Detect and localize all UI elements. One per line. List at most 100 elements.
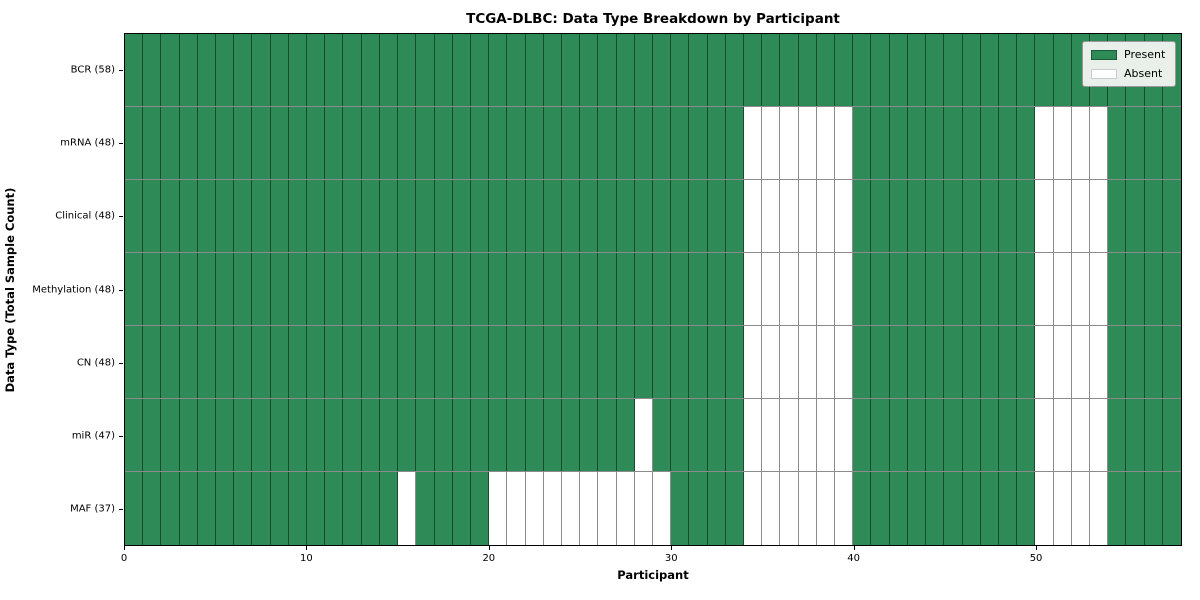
heatmap-cell bbox=[762, 472, 781, 545]
heatmap-row-methylation bbox=[125, 253, 1181, 326]
heatmap-cell bbox=[343, 34, 362, 106]
heatmap-cell bbox=[288, 107, 308, 179]
heatmap-cell bbox=[1126, 399, 1145, 471]
x-tick-label: 30 bbox=[664, 553, 678, 564]
heatmap-cell bbox=[871, 326, 890, 398]
heatmap-cell bbox=[580, 326, 599, 398]
heatmap-cell bbox=[216, 326, 235, 398]
heatmap-row-cn bbox=[125, 326, 1181, 399]
legend-entry-absent: Absent bbox=[1091, 67, 1167, 80]
heatmap-cell bbox=[252, 107, 271, 179]
heatmap-cell bbox=[161, 107, 180, 179]
heatmap-cell bbox=[525, 399, 544, 471]
heatmap-cell bbox=[853, 472, 872, 545]
heatmap-cell bbox=[780, 180, 799, 252]
heatmap-cell bbox=[252, 326, 271, 398]
heatmap-cell bbox=[907, 107, 927, 179]
heatmap-cell bbox=[161, 472, 180, 545]
heatmap-cell bbox=[1071, 180, 1090, 252]
heatmap-cell bbox=[252, 34, 271, 106]
heatmap-cell bbox=[543, 399, 562, 471]
heatmap-cell bbox=[270, 399, 289, 471]
heatmap-cell bbox=[561, 399, 581, 471]
heatmap-row-maf bbox=[125, 472, 1181, 545]
heatmap-cell bbox=[871, 399, 890, 471]
heatmap-cell bbox=[907, 326, 927, 398]
heatmap-cell bbox=[452, 253, 471, 325]
heatmap-cell bbox=[252, 180, 271, 252]
heatmap-cell bbox=[853, 180, 872, 252]
heatmap-cell bbox=[470, 34, 490, 106]
heatmap-cell bbox=[889, 107, 908, 179]
heatmap-cell bbox=[489, 34, 508, 106]
heatmap-cell bbox=[288, 253, 308, 325]
heatmap-cell bbox=[980, 34, 999, 106]
heatmap-cell bbox=[1089, 326, 1109, 398]
heatmap-cell bbox=[470, 472, 490, 545]
heatmap-cell bbox=[561, 180, 581, 252]
heatmap-cell bbox=[853, 253, 872, 325]
y-tick-mark bbox=[119, 290, 123, 291]
heatmap-cell bbox=[598, 180, 617, 252]
heatmap-cell bbox=[470, 253, 490, 325]
heatmap-cell bbox=[325, 253, 344, 325]
heatmap-cell bbox=[889, 34, 908, 106]
heatmap-cell bbox=[962, 253, 981, 325]
heatmap-cell bbox=[798, 34, 817, 106]
heatmap-cell bbox=[543, 180, 562, 252]
heatmap-cell bbox=[1017, 472, 1036, 545]
heatmap-cell bbox=[216, 34, 235, 106]
heatmap-cell bbox=[962, 34, 981, 106]
heatmap-cell bbox=[161, 326, 180, 398]
heatmap-cell bbox=[452, 399, 471, 471]
heatmap-cell bbox=[434, 399, 453, 471]
heatmap-cell bbox=[270, 253, 289, 325]
heatmap-cell bbox=[598, 107, 617, 179]
heatmap-cell bbox=[379, 399, 399, 471]
heatmap-row-clinical bbox=[125, 180, 1181, 253]
heatmap-cell bbox=[379, 472, 399, 545]
heatmap-cell bbox=[398, 326, 417, 398]
heatmap-cell bbox=[452, 326, 471, 398]
heatmap-cell bbox=[998, 326, 1018, 398]
heatmap-cell bbox=[1144, 326, 1163, 398]
heatmap-cell bbox=[1162, 107, 1181, 179]
heatmap-cell bbox=[543, 107, 562, 179]
legend-present-label: Present bbox=[1124, 48, 1166, 61]
heatmap-cell bbox=[798, 107, 817, 179]
heatmap-cell bbox=[689, 34, 708, 106]
heatmap-cell bbox=[871, 34, 890, 106]
heatmap-cell bbox=[744, 399, 763, 471]
heatmap-cell bbox=[525, 180, 544, 252]
heatmap-cell bbox=[379, 34, 399, 106]
heatmap-cell bbox=[762, 34, 781, 106]
heatmap-cell bbox=[1071, 472, 1090, 545]
heatmap-cell bbox=[416, 326, 435, 398]
heatmap-cell bbox=[707, 253, 726, 325]
heatmap-cell bbox=[835, 34, 854, 106]
heatmap-cell bbox=[944, 326, 963, 398]
heatmap-cell bbox=[907, 399, 927, 471]
heatmap-cell bbox=[143, 326, 162, 398]
heatmap-cell bbox=[307, 472, 326, 545]
heatmap-cell bbox=[671, 399, 690, 471]
heatmap-cell bbox=[1071, 399, 1090, 471]
heatmap-cell bbox=[343, 253, 362, 325]
heatmap-cell bbox=[234, 326, 253, 398]
heatmap-cell bbox=[197, 107, 217, 179]
absent-swatch-icon bbox=[1091, 68, 1117, 79]
heatmap-cell bbox=[998, 253, 1018, 325]
y-tick-mark bbox=[119, 363, 123, 364]
heatmap-cell bbox=[452, 34, 471, 106]
heatmap-cell bbox=[288, 399, 308, 471]
heatmap-cell bbox=[288, 180, 308, 252]
x-tick-label: 0 bbox=[120, 553, 128, 564]
heatmap-cell bbox=[926, 326, 945, 398]
heatmap-cell bbox=[598, 253, 617, 325]
heatmap-cell bbox=[398, 34, 417, 106]
heatmap-cell bbox=[962, 180, 981, 252]
heatmap-cell bbox=[125, 253, 144, 325]
heatmap-cell bbox=[634, 399, 653, 471]
x-tick-mark bbox=[306, 546, 307, 550]
heatmap-cell bbox=[234, 107, 253, 179]
